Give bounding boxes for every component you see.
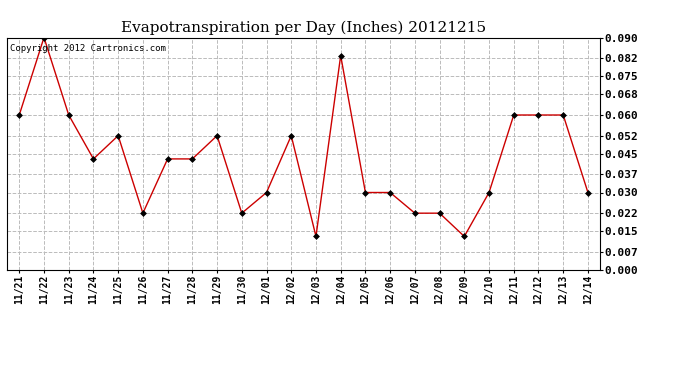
Text: ET  (Inches): ET (Inches)	[586, 20, 656, 30]
Title: Evapotranspiration per Day (Inches) 20121215: Evapotranspiration per Day (Inches) 2012…	[121, 21, 486, 35]
Text: Copyright 2012 Cartronics.com: Copyright 2012 Cartronics.com	[10, 45, 166, 54]
